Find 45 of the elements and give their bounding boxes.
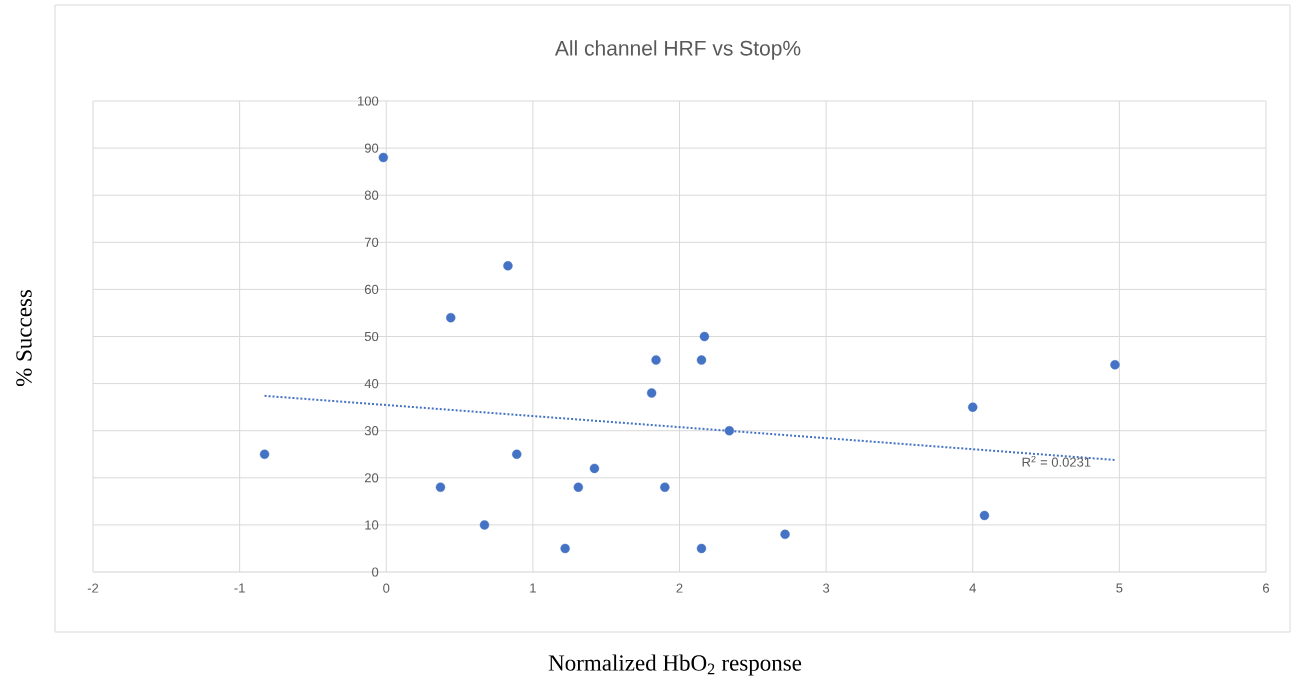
y-tick-label: 90 <box>364 143 379 153</box>
y-tick-label: 50 <box>364 331 379 342</box>
point <box>968 402 978 412</box>
y-tick-label: 70 <box>364 237 379 247</box>
point <box>479 520 490 530</box>
point <box>979 510 990 521</box>
x-axis-title: Normalized HbO$_{2}$ response <box>548 654 802 676</box>
point <box>573 482 584 492</box>
y-tick-label: 60 <box>364 284 379 295</box>
x-tick-label: -2 <box>87 583 99 593</box>
point <box>503 261 513 271</box>
chart-title: All channel HRF vs Stop% <box>554 40 801 60</box>
x-tick-label: 4 <box>969 583 976 593</box>
x-tick-label: 5 <box>1116 583 1123 593</box>
point <box>651 355 661 365</box>
x-tick-label: 3 <box>823 583 830 593</box>
x-tick-label: 0 <box>383 583 390 593</box>
y-tick-label: 100 <box>358 96 379 106</box>
point <box>589 463 600 474</box>
y-tick-label: 30 <box>364 426 379 436</box>
point <box>696 355 707 365</box>
y-tick-label: 80 <box>364 190 379 200</box>
x-tick-label: 2 <box>676 583 683 593</box>
x-tick-label: -1 <box>234 583 245 593</box>
point <box>378 152 389 163</box>
point <box>699 331 710 342</box>
y-tick-label: 10 <box>365 520 379 530</box>
y-tick-label: 20 <box>364 473 379 483</box>
x-tick-label: 6 <box>1263 583 1270 593</box>
y-tick-label: 0 <box>372 567 379 577</box>
point <box>724 426 735 436</box>
point <box>446 312 456 323</box>
point <box>1110 360 1120 370</box>
point <box>646 388 657 398</box>
y-axis-title: % Success <box>16 289 32 387</box>
point <box>560 543 570 554</box>
point <box>512 449 522 459</box>
y-tick-label: 40 <box>364 379 379 389</box>
annotation: R$^{2}$ = 0.0231 <box>1022 455 1091 467</box>
point <box>780 529 790 540</box>
point <box>435 482 446 492</box>
point <box>660 482 670 492</box>
point <box>696 543 707 554</box>
point <box>259 449 270 459</box>
x-tick-label: 1 <box>530 583 536 593</box>
